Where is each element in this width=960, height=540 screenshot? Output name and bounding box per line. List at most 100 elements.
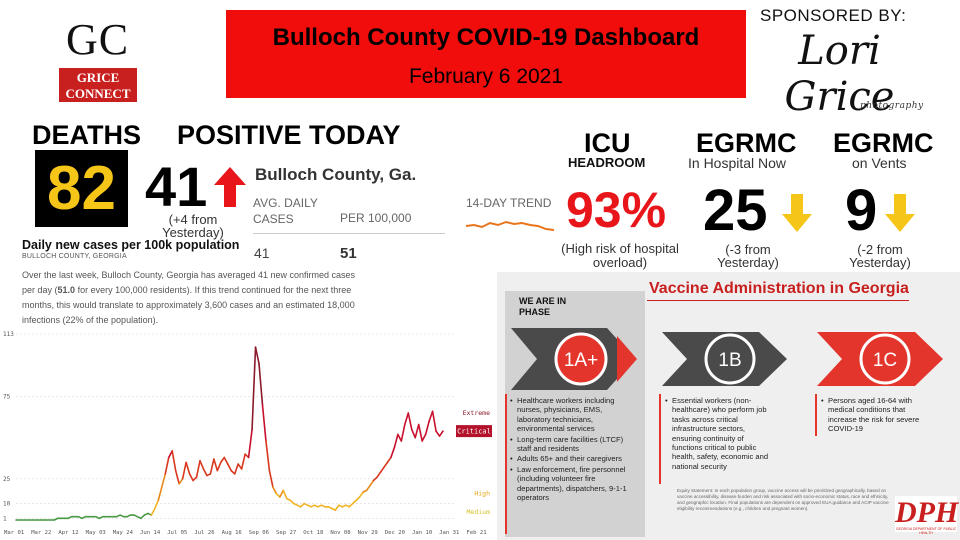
- series-segment: [174, 469, 180, 485]
- series-segment: [334, 504, 340, 511]
- series-segment: [404, 412, 410, 426]
- series-segment: [400, 423, 406, 442]
- trend-label: 14-DAY TREND: [466, 196, 552, 210]
- deaths-box: 82: [35, 150, 128, 227]
- egrmc-vents-note-line2: Yesterday): [849, 255, 911, 270]
- series-segment: [365, 484, 371, 492]
- page-title: Bulloch County COVID-19 Dashboard: [272, 24, 700, 51]
- vaccine-title: Vaccine Administration in Georgia: [649, 280, 909, 297]
- series-segment: [282, 489, 288, 500]
- phase-1a-circle: [554, 332, 608, 386]
- series-segment: [258, 362, 264, 406]
- series-segment: [223, 456, 229, 465]
- series-segment: [279, 489, 285, 498]
- x-tick-label: Mar 01: [4, 530, 24, 536]
- icu-note-line1: (High risk of hospital: [561, 241, 679, 256]
- chart-subtitle: BULLOCH COUNTY, GEORGIA: [22, 253, 127, 260]
- x-tick-label: Apr 12: [58, 530, 78, 536]
- egrmc-vents-sublabel: on Vents: [852, 155, 907, 171]
- we-are-line2: PHASE: [519, 307, 551, 317]
- description-post: for every 100,000 residents). If this tr…: [22, 285, 355, 325]
- arrow-up-icon: [214, 167, 246, 207]
- series-segment: [181, 461, 187, 480]
- series-segment: [188, 473, 194, 482]
- phase-1c-circle: [859, 333, 911, 385]
- x-tick-label: Aug 16: [222, 530, 242, 536]
- series-segment: [202, 468, 208, 477]
- series-segment: [251, 346, 257, 431]
- avg-daily-header-line1: AVG. DAILY: [253, 196, 318, 210]
- phase-1a-items: Healthcare workers including nurses, phy…: [510, 396, 634, 503]
- series-segment: [428, 410, 434, 423]
- series-segment: [199, 459, 205, 470]
- phase-1b-items: Essential workers (non-healthcare) who p…: [665, 396, 775, 472]
- series-segment: [435, 430, 441, 437]
- grice-connect-logo: GC GRICE CONNECT: [55, 18, 140, 102]
- series-segment: [209, 458, 215, 475]
- series-segment: [410, 428, 417, 439]
- x-tick-label: Jul 26: [194, 530, 214, 536]
- x-tick-label: Nov 29: [358, 530, 378, 536]
- phase-label-1a: 1A+: [564, 350, 598, 371]
- logo-badge-line1: GRICE: [76, 70, 120, 85]
- sponsor-logo: Lori Grice photography: [752, 28, 927, 120]
- trend-sparkline: [465, 220, 555, 231]
- series-segment: [421, 433, 427, 442]
- phase-label-1b: 1B: [718, 350, 741, 371]
- x-tick-label: Dec 20: [385, 530, 405, 536]
- daily-cases-chart: 1 10 25 75 113 Extreme High Medium Mar 01 Mar 22 A…: [3, 331, 492, 536]
- series-segment: [407, 412, 413, 431]
- x-tick-label: May 24: [113, 530, 134, 536]
- series-segment: [213, 458, 219, 472]
- avg-daily-value: 41: [254, 245, 270, 261]
- y-tick-label: 25: [3, 476, 11, 483]
- series-segment: [185, 461, 191, 475]
- egrmc-hospital-note: (-3 from Yesterday): [708, 243, 788, 269]
- phase-1b-circle: [704, 333, 756, 385]
- phase-1a-item: Adults 65+ and their caregivers: [510, 454, 634, 464]
- county-title: Bulloch County, Ga.: [255, 165, 417, 184]
- deaths-label: DEATHS: [32, 120, 142, 150]
- x-tick-label: Sep 27: [276, 530, 296, 536]
- current-level-badge: [456, 425, 492, 438]
- series-segment: [431, 410, 437, 432]
- positive-change-line1: (+4 from: [168, 212, 218, 227]
- egrmc-hospital-label: EGRMC: [696, 128, 797, 158]
- series-segment: [379, 466, 385, 474]
- egrmc-hospital-note-line1: (-3 from: [725, 242, 771, 257]
- deaths-value: 82: [47, 154, 116, 223]
- we-are-line1: WE ARE IN: [519, 296, 567, 306]
- icu-note-line2: overload): [592, 255, 648, 270]
- phase-label-1c: 1C: [873, 350, 897, 371]
- series-segment: [226, 463, 233, 472]
- series-segment: [171, 450, 177, 472]
- equity-statement: Equity Statement: In each population gro…: [677, 488, 889, 511]
- icu-label: ICU: [584, 128, 631, 158]
- phase-1c-items: Persons aged 16-64 with medical conditio…: [821, 396, 931, 435]
- series-segment: [417, 423, 423, 442]
- egrmc-vents-note: (-2 from Yesterday): [840, 243, 920, 269]
- positive-today-value: 41: [145, 155, 208, 218]
- series-segment: [358, 491, 364, 498]
- series-segment: [424, 420, 430, 436]
- y-tick-label: 113: [3, 331, 14, 338]
- dph-logo: DPH GEORGIA DEPARTMENT OF PUBLIC HEALTH: [895, 496, 959, 535]
- avg-daily-header: AVG. DAILY CASES: [253, 195, 318, 227]
- series-segment: [414, 423, 420, 439]
- x-tick-label: May 03: [86, 530, 106, 536]
- phase-1a-item: Healthcare workers including nurses, phy…: [510, 396, 634, 434]
- series-segment: [240, 453, 246, 470]
- x-tick-label: Oct 18: [303, 530, 324, 536]
- threshold-label: Medium: [467, 508, 491, 516]
- series-segment: [265, 440, 271, 472]
- dph-logo-text: DPH: [895, 496, 959, 529]
- chart-title: Daily new cases per 100k population: [22, 238, 240, 252]
- per-100k-header: PER 100,000: [340, 211, 412, 225]
- page-date: February 6 2021: [408, 65, 564, 88]
- series-segment: [195, 459, 201, 479]
- series-segment: [161, 473, 167, 488]
- series-segment: [216, 461, 222, 472]
- series-segment: [233, 463, 239, 475]
- phase-1a-item: Law enforcement, fire personnel (includi…: [510, 465, 634, 503]
- egrmc-hospital-sublabel: In Hospital Now: [688, 155, 787, 171]
